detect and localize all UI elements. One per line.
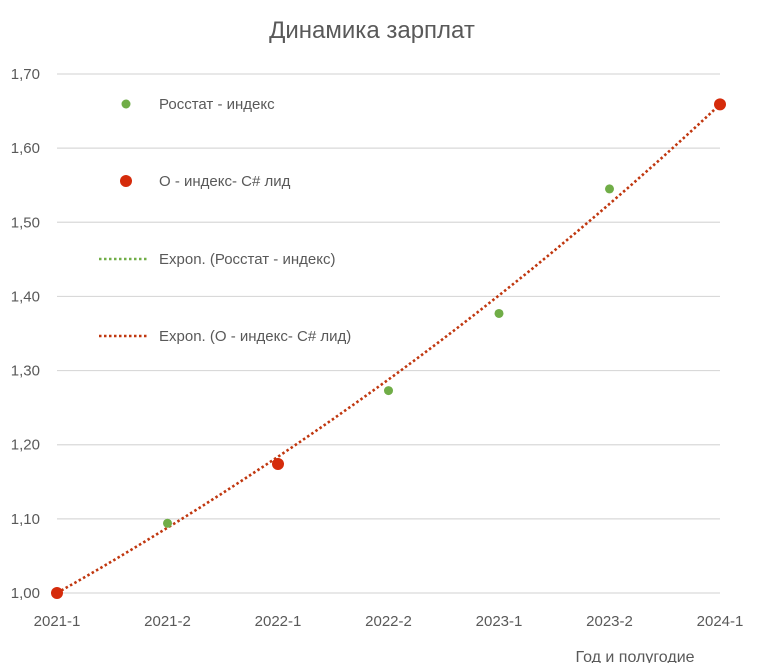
- data-points: [51, 98, 726, 599]
- y-tick-label: 1,60: [11, 140, 40, 157]
- x-tick-label: 2023-2: [586, 613, 633, 630]
- y-tick-label: 1,10: [11, 511, 40, 528]
- legend-label: Росстат - индекс: [159, 96, 275, 113]
- data-point: [384, 386, 393, 396]
- data-point: [272, 457, 284, 470]
- x-tick-label: 2021-1: [34, 613, 81, 630]
- x-tick-label: 2024-1: [697, 613, 744, 630]
- y-tick-label: 1,40: [11, 288, 40, 305]
- legend-marker: [120, 175, 132, 187]
- x-axis-label: Год и полугодие: [575, 649, 694, 663]
- y-tick-label: 1,20: [11, 437, 40, 454]
- legend-label: Expon. (Росстат - индекс): [159, 251, 335, 268]
- legend-label: Expon. (О - индекс- C# лид): [159, 328, 351, 345]
- legend-label: О - индекс- C# лид: [159, 173, 291, 190]
- data-point: [51, 587, 63, 599]
- y-tick-label: 1,50: [11, 214, 40, 231]
- x-tick-label: 2022-2: [365, 613, 412, 630]
- y-tick-label: 1,30: [11, 363, 40, 380]
- gridlines: [57, 73, 720, 594]
- y-axis-ticks: 1,00 1,10 1,20 1,30 1,40 1,50 1,60 1,70: [11, 66, 40, 602]
- x-tick-label: 2022-1: [255, 613, 302, 630]
- trendline: [56, 103, 721, 595]
- chart-title: Динамика зарплат: [269, 17, 475, 44]
- legend-marker: [121, 99, 131, 109]
- legend: Росстат - индекс О - индекс- C# лид Expon.…: [99, 96, 351, 345]
- trendlines: [56, 103, 721, 595]
- x-axis-ticks: 2021-1 2021-2 2022-1 2022-2 2023-1 2023-2 2024…: [34, 613, 744, 630]
- data-point: [605, 184, 614, 194]
- data-point: [163, 518, 172, 528]
- y-tick-label: 1,70: [11, 66, 40, 83]
- data-point: [714, 98, 726, 111]
- data-point: [494, 308, 504, 318]
- y-tick-label: 1,00: [11, 585, 40, 602]
- x-tick-label: 2021-2: [144, 613, 191, 630]
- x-tick-label: 2023-1: [476, 613, 523, 630]
